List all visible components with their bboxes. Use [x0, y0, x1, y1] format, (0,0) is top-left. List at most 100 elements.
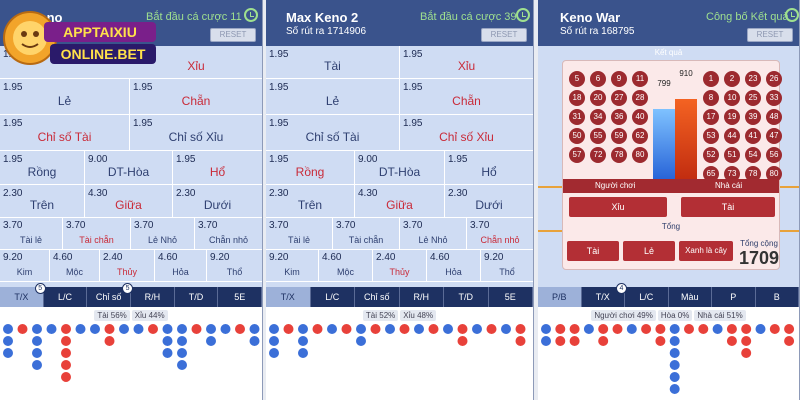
tab-badge: 4	[616, 283, 627, 294]
tab-chiso[interactable]: Chỉ số	[355, 287, 400, 307]
bet-label: Chỉ số Xỉu	[439, 129, 494, 144]
bet-chiso-xiu[interactable]: 1.95 Chỉ số Xỉu	[400, 115, 533, 151]
bet-label: Chỉ số Tài	[305, 129, 360, 144]
bet-tai-total-button[interactable]: Tài	[567, 241, 619, 261]
tab-tx[interactable]: T/X 5	[0, 283, 46, 307]
bet-duoi[interactable]: 2.30 Dưới	[173, 185, 262, 218]
bet-hoa[interactable]: 4.60 Hỏa	[155, 250, 207, 282]
bet-le-nho[interactable]: 3.70 Lẻ Nhỏ	[131, 218, 195, 250]
bet-ho[interactable]: 1.95 Hổ	[445, 151, 533, 185]
tab-rh[interactable]: R/H	[400, 287, 444, 307]
number-ball: 51	[724, 147, 740, 163]
labels-band	[563, 179, 779, 193]
tab-td[interactable]: T/D	[175, 287, 219, 307]
bet-moc[interactable]: 4.60 Mộc	[319, 250, 373, 282]
road-marker	[385, 324, 395, 334]
tab-pb[interactable]: P/B	[538, 287, 582, 307]
number-ball: 48	[766, 109, 782, 125]
reset-button[interactable]: RESET	[481, 28, 527, 42]
bet-chan-nho[interactable]: 3.70 Chẵn nhỏ	[467, 218, 533, 250]
history-tabs: P/B T/X 4 L/C Màu P B	[538, 283, 799, 307]
bet-kim[interactable]: 9.20 Kim	[266, 250, 319, 282]
bet-dt-hoa[interactable]: 9.00 DT-Hòa	[85, 151, 173, 185]
reset-button[interactable]: RESET	[210, 28, 256, 42]
road-marker	[541, 324, 551, 334]
tab-lc[interactable]: L/C	[625, 287, 669, 307]
number-ball: 27	[611, 90, 627, 106]
bet-label: Thổ	[499, 267, 515, 277]
tab-tx[interactable]: T/X	[266, 287, 311, 307]
tab-p[interactable]: P	[712, 287, 756, 307]
tab-5e[interactable]: 5E	[489, 287, 533, 307]
tab-lc[interactable]: L/C	[311, 287, 355, 307]
bet-tai-le[interactable]: 3.70 Tài lẻ	[266, 218, 333, 250]
bet-rong[interactable]: 1.95 Rồng	[0, 151, 85, 185]
bet-thuy[interactable]: 2.40 Thủy	[100, 250, 155, 282]
tab-b[interactable]: B	[756, 287, 799, 307]
bet-le[interactable]: 1.95 Lẻ	[0, 79, 130, 115]
bet-ho[interactable]: 1.95 Hổ	[173, 151, 262, 185]
bet-label: Trên	[29, 198, 55, 212]
number-ball: 34	[590, 109, 606, 125]
bet-xiu-button[interactable]: Xỉu	[569, 197, 667, 217]
bet-duoi[interactable]: 2.30 Dưới	[445, 185, 533, 218]
bet-tai-chan[interactable]: 3.70 Tài chẵn	[333, 218, 400, 250]
bet-tho[interactable]: 9.20 Thổ	[207, 250, 262, 282]
number-ball: 41	[745, 128, 761, 144]
odds: 1.95	[403, 118, 423, 129]
bet-chiso-tai[interactable]: 1.95 Chỉ số Tài	[0, 115, 130, 151]
bet-le-nho[interactable]: 3.70 Lẻ Nhỏ	[400, 218, 467, 250]
tab-5e[interactable]: 5E	[218, 287, 262, 307]
total-box: Tổng cộng 1709	[737, 239, 781, 269]
bet-label: Lẻ Nhỏ	[418, 235, 448, 245]
clock-icon	[244, 8, 258, 22]
tab-mau[interactable]: Màu	[669, 287, 712, 307]
reset-button[interactable]: RESET	[747, 28, 793, 42]
bet-tai-button[interactable]: Tài	[681, 197, 775, 217]
bet-tren[interactable]: 2.30 Trên	[266, 185, 355, 218]
odds: 3.70	[3, 220, 23, 231]
bet-tren[interactable]: 2.30 Trên	[0, 185, 85, 218]
road-marker	[61, 372, 71, 382]
tab-rh[interactable]: R/H	[131, 287, 175, 307]
bet-tai-chan[interactable]: 3.70 Tài chẵn	[63, 218, 131, 250]
tab-td[interactable]: T/D	[444, 287, 489, 307]
total-value: 1709	[738, 248, 780, 268]
bet-le-button[interactable]: Lẻ	[623, 241, 675, 261]
banker-bar	[675, 99, 697, 179]
road-marker	[177, 336, 187, 346]
bet-rong[interactable]: 1.95 Rồng	[266, 151, 355, 185]
road-marker	[569, 336, 580, 346]
bet-le[interactable]: 1.95 Lẻ	[266, 79, 400, 115]
bet-chan[interactable]: 1.95 Chẵn	[130, 79, 262, 115]
banker-balls: 1 2 23 26 8 10 25 33 17 19 39 48 53 44 41 47 52 51 54 56 65 7…	[703, 71, 782, 182]
bet-hoa[interactable]: 4.60 Hỏa	[427, 250, 481, 282]
bet-giua[interactable]: 4.30 Giữa	[85, 185, 173, 218]
bet-tai[interactable]: 1.95 Tài	[266, 46, 400, 79]
bet-moc[interactable]: 4.60 Mộc	[50, 250, 100, 282]
odds: 9.20	[210, 252, 230, 263]
bet-chiso-tai[interactable]: 1.95 Chỉ số Tài	[266, 115, 400, 151]
bet-label: Giữa	[386, 198, 413, 212]
bet-chiso-xiu[interactable]: 1.95 Chỉ số Xỉu	[130, 115, 262, 151]
bet-tho[interactable]: 9.20 Thổ	[481, 250, 533, 282]
bet-chan[interactable]: 1.95 Chẵn	[400, 79, 533, 115]
bet-dt-hoa[interactable]: 9.00 DT-Hòa	[355, 151, 445, 185]
bet-xanh-button[interactable]: Xanh là cây	[679, 241, 733, 261]
bet-tai-le[interactable]: 3.70 Tài lẻ	[0, 218, 63, 250]
bet-chan-nho[interactable]: 3.70 Chẵn nhỏ	[195, 218, 262, 250]
number-ball: 72	[590, 147, 606, 163]
bet-thuy[interactable]: 2.40 Thủy	[373, 250, 427, 282]
bet-giua[interactable]: 4.30 Giữa	[355, 185, 445, 218]
road-marker	[457, 324, 468, 334]
result-label: Kết quả	[654, 48, 683, 57]
bet-xiu[interactable]: 1.95 Xỉu	[400, 46, 533, 79]
road-marker	[133, 324, 144, 334]
history-tabs: T/X 5 L/C Chỉ số 5 R/H T/D 5E	[0, 283, 262, 307]
odds: 9.00	[88, 154, 108, 165]
tab-chiso[interactable]: Chỉ số 5	[87, 283, 134, 307]
tab-tx[interactable]: T/X 4	[582, 283, 627, 307]
total-title: Tổng cộng	[740, 239, 778, 248]
bet-kim[interactable]: 9.20 Kim	[0, 250, 50, 282]
tab-lc[interactable]: L/C	[44, 287, 88, 307]
